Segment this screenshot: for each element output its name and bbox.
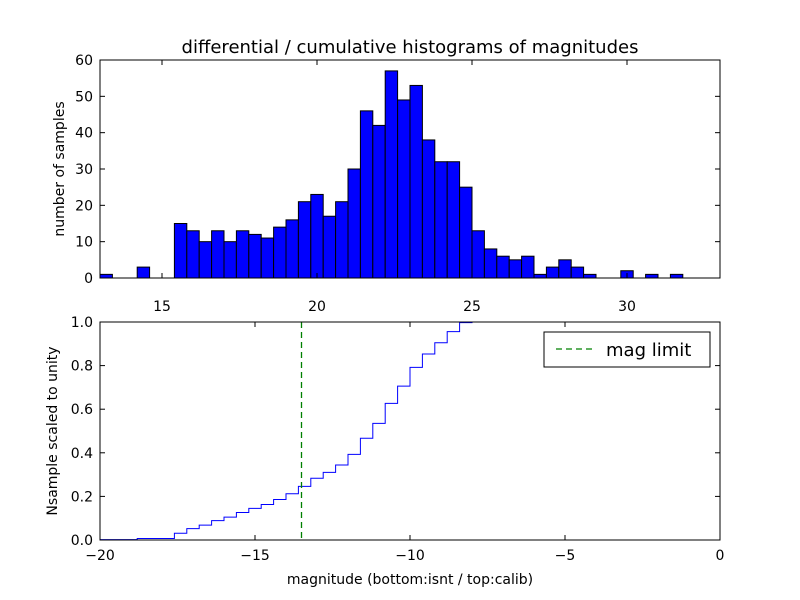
x-tick-label: −10 — [395, 548, 425, 564]
histogram-bar — [570, 266, 585, 279]
histogram-bar — [173, 223, 188, 279]
x-tick-label: −5 — [555, 548, 576, 564]
y-tick-label: 40 — [75, 126, 93, 142]
legend: mag limit — [543, 331, 711, 368]
bottom-axes-frame — [99, 321, 721, 541]
histogram-bar — [558, 259, 572, 279]
y-tick-label: 0.4 — [71, 446, 93, 462]
x-tick-label: 0 — [716, 548, 725, 564]
histogram-bar — [273, 226, 287, 279]
histogram-bar — [545, 266, 560, 279]
histogram-bar — [645, 273, 659, 279]
y-tick-label: 0.2 — [71, 489, 93, 505]
histogram-bar — [359, 110, 374, 279]
y-tick-label: 30 — [75, 162, 93, 178]
y-tick-label: 0.8 — [71, 359, 93, 375]
cumulative-histogram: 0.0 0.2 0.4 0.6 0.8 1.0 −20 −15 −10 −5 0 mag limit… — [45, 315, 724, 588]
histogram-bar — [372, 124, 386, 279]
x-tick-label: 15 — [153, 299, 171, 315]
x-tick-label: −15 — [240, 548, 270, 564]
histogram-bar — [136, 266, 151, 279]
histogram-bar — [434, 161, 448, 279]
x-tick-label: −20 — [85, 548, 115, 564]
x-tick-label: 25 — [463, 299, 481, 315]
histogram-bar — [310, 193, 324, 279]
chart-title: differential / cumulative histograms of … — [182, 37, 639, 58]
histogram-bar — [483, 248, 498, 279]
x-tick-label: 30 — [618, 299, 636, 315]
bottom-y-axis-label: Nsample scaled to unity — [45, 346, 61, 515]
histogram-bar — [471, 230, 485, 279]
histogram-bar — [211, 230, 225, 279]
y-tick-label: 50 — [75, 89, 93, 105]
y-tick-label: 1.0 — [71, 315, 93, 331]
histogram-bar — [397, 99, 411, 279]
histogram-bar — [446, 161, 461, 279]
histogram-bar — [260, 237, 275, 279]
histogram-bar — [347, 168, 361, 279]
histogram-bar — [322, 215, 337, 279]
histogram-bar — [335, 201, 349, 279]
histogram-bar — [99, 273, 113, 279]
x-axis-label: magnitude (bottom:isnt / top:calib) — [287, 572, 533, 588]
y-tick-label: 10 — [75, 235, 93, 251]
histogram-bar — [459, 186, 473, 279]
histogram-bar — [669, 273, 684, 279]
histogram-bar — [533, 273, 547, 279]
y-tick-label: 0.6 — [71, 402, 93, 418]
y-tick-label: 0 — [84, 271, 93, 287]
top-ticks: 0 10 20 30 40 50 60 15 20 25 30 — [75, 53, 720, 315]
histogram-bar — [496, 255, 510, 279]
histogram-bar — [521, 255, 535, 279]
x-tick-label: 20 — [308, 299, 326, 315]
histogram-bar — [409, 84, 423, 279]
bottom-ticks: 0.0 0.2 0.4 0.6 0.8 1.0 −20 −15 −10 −5 0 — [71, 315, 725, 564]
y-tick-label: 0.0 — [71, 533, 93, 549]
legend-label: mag limit — [606, 340, 691, 361]
histogram-bar — [583, 273, 597, 279]
y-tick-label: 20 — [75, 198, 93, 214]
histogram-bar — [285, 219, 299, 279]
histogram-bars — [99, 70, 684, 279]
histogram-bar — [508, 259, 523, 279]
histogram-bar — [223, 241, 237, 279]
histogram-bar — [297, 201, 312, 279]
histogram-bar — [248, 233, 262, 279]
histogram-bar — [384, 70, 399, 279]
differential-histogram: differential / cumulative histograms of … — [52, 37, 721, 315]
histogram-bar — [186, 230, 200, 279]
top-y-axis-label: number of samples — [52, 101, 68, 236]
histogram-bar — [235, 230, 250, 279]
histogram-bar — [198, 241, 213, 279]
histogram-bar — [421, 139, 436, 279]
y-tick-label: 60 — [75, 53, 93, 69]
